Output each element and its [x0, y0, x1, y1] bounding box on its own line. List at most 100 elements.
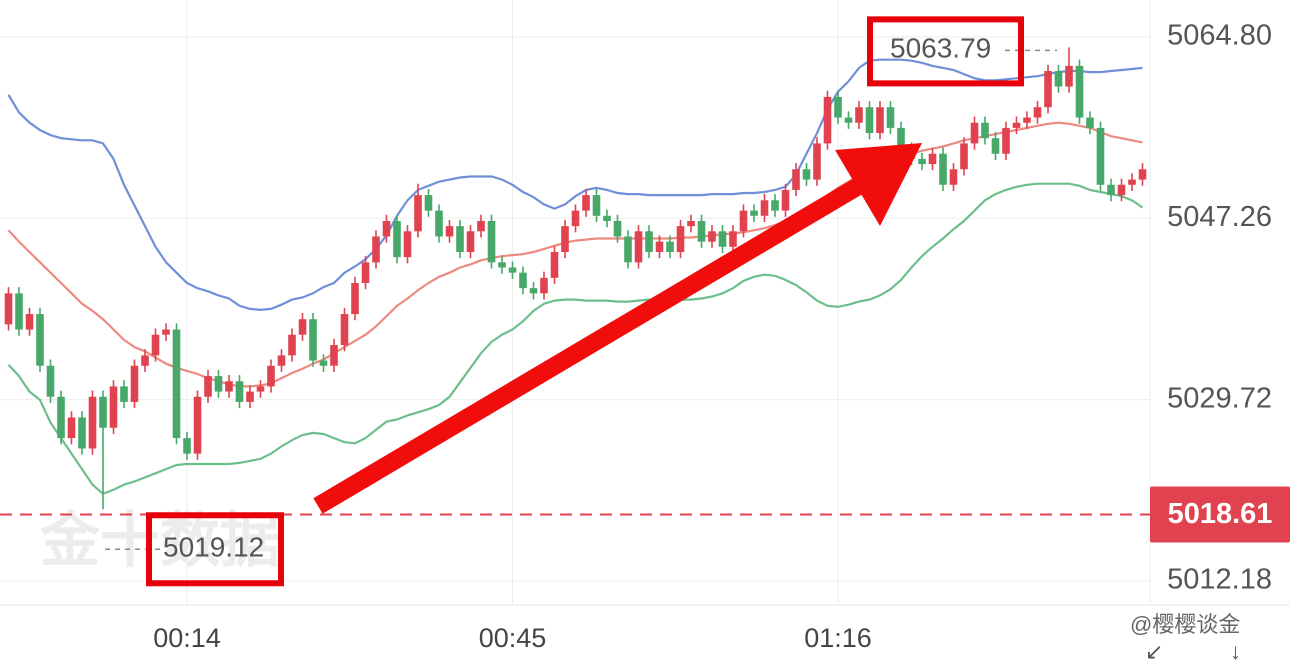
candle-body [666, 241, 674, 252]
candle-body [67, 417, 76, 439]
candle-body [277, 355, 286, 366]
candle-body [1138, 169, 1147, 180]
candle-body [771, 200, 779, 211]
candle-body [193, 396, 202, 454]
candle-body [991, 138, 1000, 154]
x-tick-label: 00:45 [479, 623, 547, 653]
candle-body [109, 386, 118, 428]
candle-body [645, 231, 653, 252]
candle-body [172, 329, 181, 439]
candle-body [351, 283, 359, 315]
candle-body [844, 117, 853, 123]
candle-body [592, 195, 601, 216]
candle-body [46, 365, 55, 397]
candle-body [970, 122, 979, 144]
candle-body [393, 220, 401, 258]
candle-body [36, 314, 44, 366]
candle-body [424, 195, 433, 211]
candle-body [435, 210, 443, 237]
candle-body [25, 314, 34, 330]
candle-body [414, 195, 422, 232]
candle-body [1086, 117, 1094, 128]
candle-body [57, 396, 65, 439]
candle-body [865, 107, 874, 134]
candle-body [372, 236, 380, 263]
candle-body [981, 122, 989, 139]
candle-body [540, 277, 548, 294]
candle-body [792, 169, 800, 190]
highlight-box [146, 512, 284, 587]
candle-body [445, 226, 454, 237]
high-label: 5063.79 [890, 33, 991, 64]
candle-body [267, 365, 275, 387]
candle-body [246, 391, 254, 402]
candle-body [529, 288, 538, 294]
candle-body [613, 220, 622, 237]
candle-body [487, 220, 496, 263]
low-label: 5019.12 [163, 532, 264, 563]
candle-body [130, 365, 139, 402]
candle-body [319, 360, 328, 366]
candle-body [141, 355, 149, 366]
last-price-label: 5018.61 [1168, 498, 1273, 530]
candle-body [1044, 71, 1052, 108]
candle-body [571, 210, 580, 227]
candle-body [739, 210, 748, 232]
candle-body [477, 220, 485, 232]
candle-body [309, 319, 317, 361]
highlight-box [867, 16, 1024, 87]
candle-body [1128, 179, 1136, 185]
grid: 5064.80 5047.26 5029.72 5012.18 00:14 00:45 01… [0, 0, 1290, 653]
candle-body [1075, 65, 1084, 118]
candle-body [960, 143, 968, 170]
candle-body [120, 386, 128, 402]
icon: ↓ [1230, 639, 1241, 664]
band-line [7, 58, 1143, 312]
y-tick-label: 5029.72 [1167, 382, 1272, 414]
credit: @樱樱谈金 [1130, 612, 1240, 637]
candle-body [508, 267, 517, 273]
candle-body [750, 210, 758, 216]
candle-body [330, 345, 338, 366]
candle-body [697, 220, 706, 242]
candle-body [1065, 65, 1073, 87]
candle-body [655, 241, 664, 252]
candle-body [1096, 127, 1105, 185]
candle-body [834, 96, 842, 118]
candle-body [886, 107, 895, 128]
x-tick-label: 00:14 [153, 623, 221, 653]
y-tick-label: 5064.80 [1167, 20, 1272, 52]
candle-body [214, 376, 223, 392]
candle-body [876, 107, 884, 134]
candle-body [634, 231, 643, 263]
candle-body [813, 143, 821, 180]
candle-body [855, 107, 863, 123]
candle-body [1023, 117, 1031, 123]
candle-body [760, 200, 769, 216]
candle-body [1054, 71, 1063, 87]
annotations: @樱樱谈金 ↙ ↓ 5018.61 5063.79 5019.12 [0, 16, 1290, 664]
candle-body [4, 293, 13, 325]
candle-body [162, 329, 170, 335]
candle-body [718, 231, 727, 247]
candle-body [676, 226, 685, 252]
candle-body [519, 272, 527, 289]
candle-body [949, 169, 958, 185]
candle-body [298, 319, 307, 335]
candle-body [823, 96, 832, 144]
candle-body [256, 386, 265, 392]
candle-body [687, 220, 695, 227]
plot-area [4, 47, 1147, 510]
candle-body [802, 169, 811, 180]
candle-body [603, 215, 611, 221]
candle-body [939, 153, 947, 185]
y-tick-label: 5012.18 [1167, 564, 1272, 596]
candle-body [183, 438, 191, 454]
candle-body [361, 262, 370, 284]
candle-body [1117, 184, 1126, 196]
candle-body [781, 189, 790, 211]
candle-body [1033, 107, 1042, 118]
candle-body [1107, 184, 1115, 196]
x-tick-label: 01:16 [804, 623, 872, 653]
